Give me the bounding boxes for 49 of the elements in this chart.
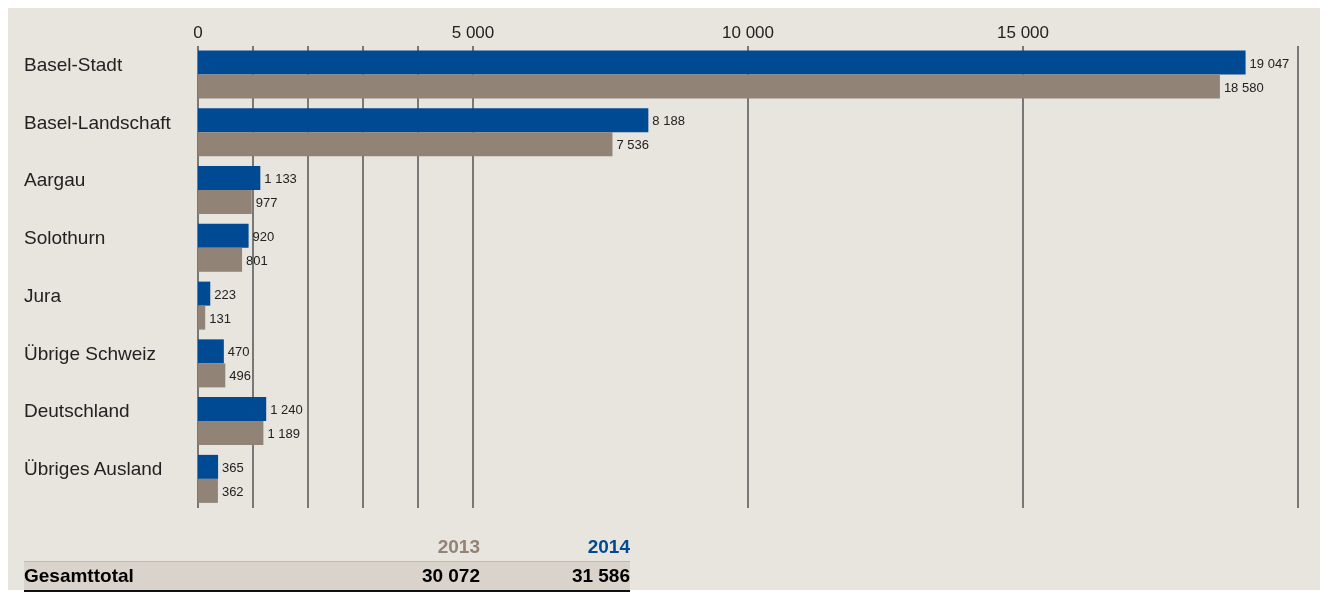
data-label: 8 188	[652, 113, 685, 129]
y-tick-label: Aargau	[24, 169, 86, 191]
data-label: 223	[214, 286, 236, 302]
x-tick-label: 0	[193, 23, 203, 42]
bar	[198, 454, 219, 479]
y-tick-label: Basel-Landschaft	[24, 111, 172, 133]
y-tick-label: Basel-Stadt	[24, 53, 123, 75]
data-label: 19 047	[1249, 55, 1290, 71]
data-label: 365	[222, 459, 244, 475]
x-tick-label: 15 000	[997, 23, 1049, 42]
y-tick-label: Deutschland	[24, 400, 130, 422]
data-label: 362	[221, 483, 244, 499]
y-tick-label: Übrige Schweiz	[24, 342, 156, 364]
y-tick-label: Jura	[24, 284, 62, 306]
data-label: 1 133	[264, 171, 297, 187]
data-label: 977	[255, 195, 278, 211]
text: 30 072	[420, 565, 480, 587]
data-label: 131	[209, 310, 231, 326]
bar	[198, 339, 224, 364]
text: Gesamttotal	[24, 565, 135, 587]
data-label: 496	[229, 368, 251, 384]
bar	[198, 247, 243, 272]
bar	[198, 190, 252, 215]
text: 2014	[586, 536, 630, 558]
data-label: 7 536	[616, 137, 650, 153]
data-label: 801	[246, 252, 268, 268]
data-label: 1 240	[270, 402, 303, 418]
bar	[198, 50, 1246, 75]
bar	[198, 281, 211, 306]
y-tick-label: Übriges Ausland	[24, 458, 163, 480]
text: 31 586	[570, 565, 630, 587]
bar	[198, 421, 264, 446]
bar	[198, 132, 613, 157]
x-tick-label: 5 000	[451, 23, 495, 42]
bar	[198, 363, 226, 388]
data-label: 470	[227, 344, 250, 360]
data-label: 1 189	[267, 426, 300, 442]
bar	[198, 223, 249, 248]
bar	[198, 397, 267, 422]
bar	[198, 166, 261, 191]
text: 2013	[436, 536, 480, 558]
data-label: 920	[252, 228, 275, 244]
x-tick-label: 10 000	[722, 23, 774, 42]
bar	[198, 305, 206, 330]
bar	[198, 478, 218, 503]
bar	[198, 74, 1220, 99]
y-tick-label: Solothurn	[24, 227, 106, 249]
data-label: 18 580	[1223, 79, 1264, 95]
bar	[198, 108, 649, 133]
